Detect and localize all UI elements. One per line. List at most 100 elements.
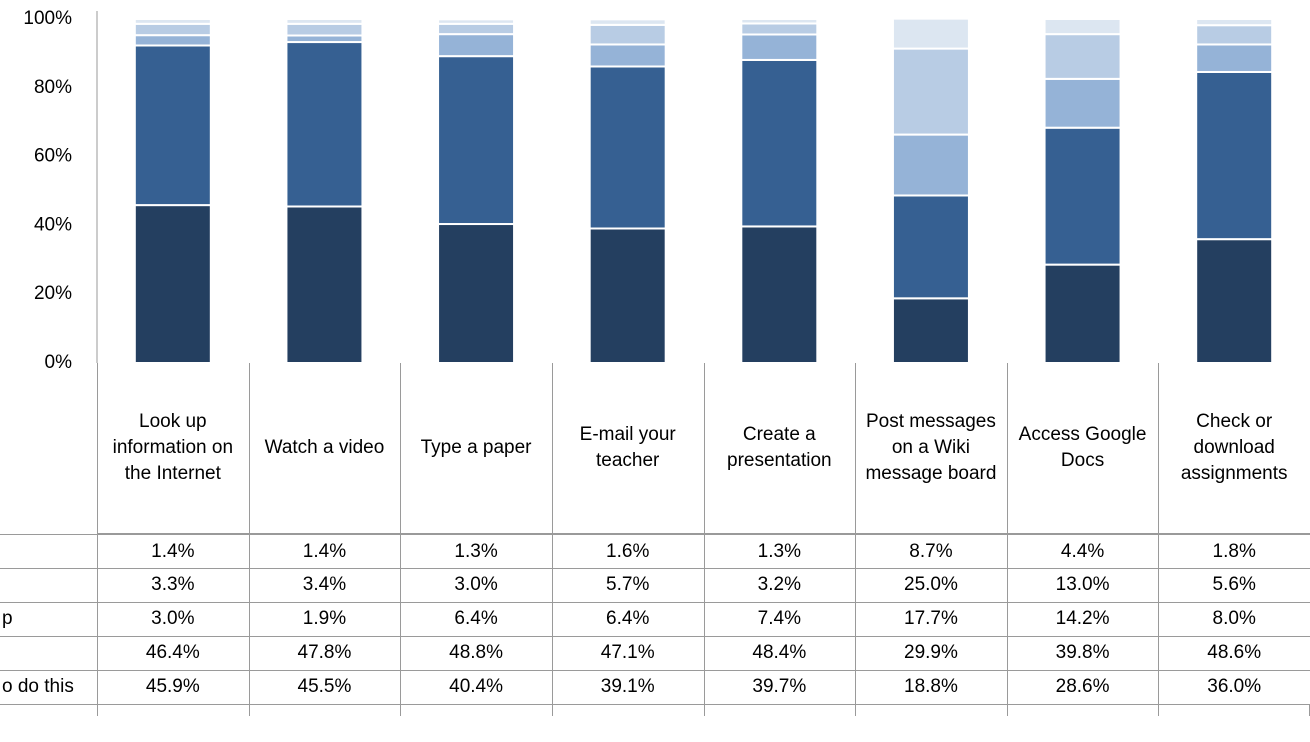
value-cell: 28.6%	[1006, 670, 1160, 705]
value-cell: 45.5%	[248, 670, 402, 705]
value-cell: 14.2%	[1006, 602, 1160, 637]
bar-segment	[588, 65, 667, 230]
category-cell: Type a paper	[400, 363, 553, 534]
value-cell: 1.8%	[1158, 534, 1310, 569]
value-cell: 7.4%	[703, 602, 857, 637]
series-name-cell: p	[0, 602, 98, 637]
category-cell: Check or download assignments	[1158, 363, 1310, 534]
category-cell: E-mail your teacher	[551, 363, 705, 534]
bar-segment	[588, 18, 667, 26]
bar-segment	[285, 41, 364, 208]
table-grid-line	[1006, 704, 1008, 716]
value-cell: 39.8%	[1006, 636, 1160, 671]
y-tick-label: 60%	[34, 146, 72, 167]
value-cell: 46.4%	[97, 636, 250, 671]
value-cell: 1.6%	[551, 534, 705, 569]
table-left-border	[97, 363, 98, 534]
value-cell: 48.4%	[703, 636, 857, 671]
bar-segment	[740, 58, 819, 228]
bar-segment	[891, 297, 970, 364]
bar-segment	[1043, 126, 1122, 266]
category-cell: Create a presentation	[703, 363, 857, 534]
value-cell: 4.4%	[1006, 534, 1160, 569]
value-cell: 5.7%	[551, 568, 705, 603]
bar-segment	[133, 22, 212, 37]
value-cell: 47.1%	[551, 636, 705, 671]
bar-segment	[1043, 77, 1122, 129]
value-cell: 18.8%	[855, 670, 1008, 705]
value-cell: 17.7%	[855, 602, 1008, 637]
value-cell: 3.0%	[97, 602, 250, 637]
bar-segment	[437, 55, 516, 226]
value-cell: 6.4%	[551, 602, 705, 637]
table-grid-line	[400, 704, 402, 716]
value-cell: 3.0%	[400, 568, 553, 603]
value-cell: 36.0%	[1158, 670, 1310, 705]
value-cell: 8.0%	[1158, 602, 1310, 637]
bar-segment	[285, 18, 364, 25]
bar-segment	[1195, 70, 1274, 241]
table-grid-line	[1158, 704, 1160, 716]
bar-segment	[437, 33, 516, 58]
bar-segment	[1195, 238, 1274, 364]
table-grid-line	[703, 704, 705, 716]
value-cell: 40.4%	[400, 670, 553, 705]
y-tick-label: 40%	[34, 214, 72, 235]
bar-segment	[285, 205, 364, 364]
value-cell: 3.2%	[703, 568, 857, 603]
bar-segment	[740, 33, 819, 61]
bar-segment	[891, 194, 970, 300]
bar-segment	[437, 223, 516, 364]
bar-segment	[740, 225, 819, 364]
value-cell: 25.0%	[855, 568, 1008, 603]
bar-segment	[1043, 263, 1122, 364]
bar-segment	[588, 23, 667, 46]
series-name-cell	[0, 636, 98, 671]
value-cell: 48.6%	[1158, 636, 1310, 671]
y-tick-label: 80%	[34, 77, 72, 98]
table-grid-line	[551, 704, 553, 716]
bar-segment	[1195, 18, 1274, 27]
bar-segment	[891, 133, 970, 197]
value-cell: 39.1%	[551, 670, 705, 705]
value-cell: 8.7%	[855, 534, 1008, 569]
bar-segment	[1043, 33, 1122, 80]
series-name-cell	[0, 534, 98, 569]
value-cell: 13.0%	[1006, 568, 1160, 603]
value-cell: 29.9%	[855, 636, 1008, 671]
category-cell: Watch a video	[248, 363, 402, 534]
value-cell: 1.4%	[248, 534, 402, 569]
value-cell: 45.9%	[97, 670, 250, 705]
category-cell: Look up information on the Internet	[97, 363, 250, 534]
bar-segment	[437, 22, 516, 36]
bar-segment	[133, 204, 212, 364]
bar-segment	[437, 18, 516, 25]
bar-segment	[1195, 43, 1274, 73]
value-cell: 39.7%	[703, 670, 857, 705]
value-cell: 3.3%	[97, 568, 250, 603]
bar-segment	[1195, 24, 1274, 46]
series-name-cell	[0, 568, 98, 603]
value-cell: 5.6%	[1158, 568, 1310, 603]
bar-segment	[133, 34, 212, 47]
y-tick-label: 20%	[34, 283, 72, 304]
bar-segment	[588, 43, 667, 68]
bar-segment	[1043, 18, 1122, 36]
value-cell: 1.9%	[248, 602, 402, 637]
bar-segment	[588, 227, 667, 364]
bar-segment	[740, 22, 819, 36]
value-cell: 1.3%	[703, 534, 857, 569]
value-cell: 6.4%	[400, 602, 553, 637]
value-cell: 3.4%	[248, 568, 402, 603]
bar-segment	[133, 44, 212, 207]
bar-segment	[891, 47, 970, 136]
value-cell: 1.3%	[400, 534, 553, 569]
bar-segment	[891, 17, 970, 50]
category-cell: Access Google Docs	[1006, 363, 1160, 534]
table-grid-line	[97, 704, 98, 716]
table-grid-line	[855, 704, 857, 716]
category-cell: Post messages on a Wiki message board	[855, 363, 1008, 534]
value-cell: 47.8%	[248, 636, 402, 671]
